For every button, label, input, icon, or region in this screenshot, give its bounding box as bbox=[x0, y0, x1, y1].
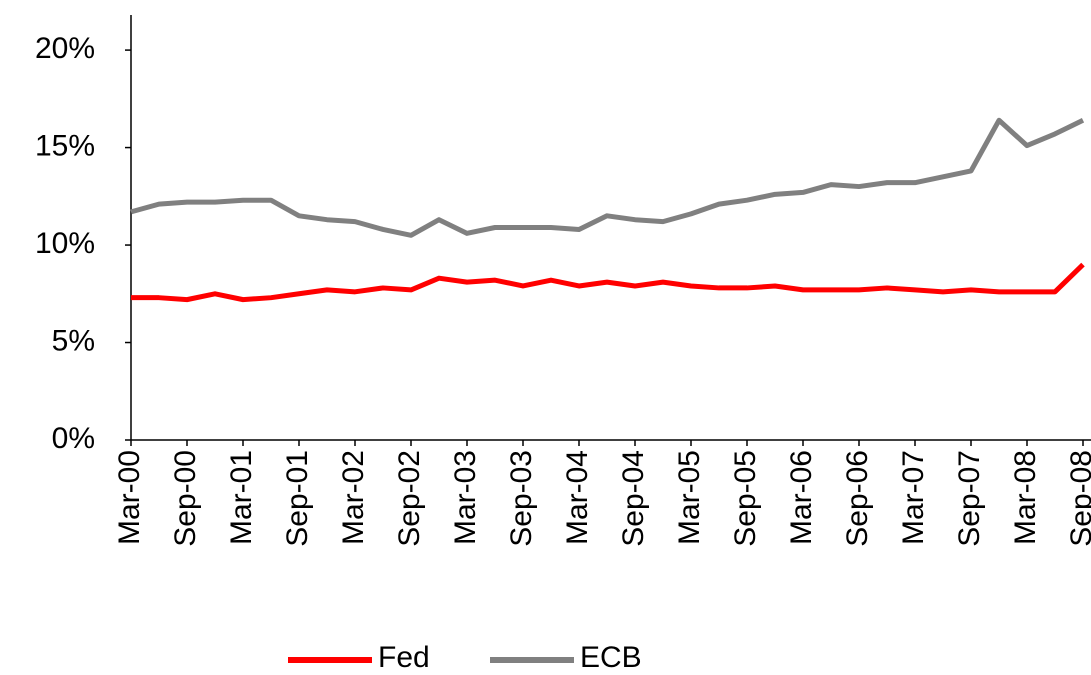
x-tick-label: Mar-07 bbox=[897, 450, 930, 545]
x-tick-label: Sep-08 bbox=[1065, 450, 1091, 547]
series-line bbox=[131, 262, 1085, 303]
x-tick-label: Sep-02 bbox=[393, 450, 426, 547]
x-tick-label: Sep-01 bbox=[281, 450, 314, 547]
x-tick-label: Mar-02 bbox=[337, 450, 370, 545]
x-tick-label: Sep-05 bbox=[729, 450, 762, 547]
x-tick-label: Sep-04 bbox=[617, 450, 650, 547]
x-tick-label: Mar-04 bbox=[561, 450, 594, 545]
x-tick-label: Mar-08 bbox=[1009, 450, 1042, 545]
x-tick-label: Sep-00 bbox=[169, 450, 202, 547]
series-line bbox=[130, 117, 1085, 238]
x-tick-label: Sep-06 bbox=[841, 450, 874, 547]
x-tick-label: Mar-01 bbox=[225, 450, 258, 545]
x-tick-label: Mar-06 bbox=[785, 450, 818, 545]
x-tick-label: Sep-07 bbox=[953, 450, 986, 547]
x-tick-label: Mar-00 bbox=[113, 450, 146, 545]
legend-label: ECB bbox=[580, 641, 642, 674]
x-tick-label: Sep-03 bbox=[505, 450, 538, 547]
x-tick-label: Mar-03 bbox=[449, 450, 482, 545]
x-tick-label: Mar-05 bbox=[673, 450, 706, 545]
y-tick-label: 20% bbox=[35, 32, 95, 65]
y-tick-label: 5% bbox=[52, 324, 95, 357]
legend-label: Fed bbox=[378, 641, 430, 674]
y-tick-label: 15% bbox=[35, 129, 95, 162]
y-tick-label: 0% bbox=[52, 422, 95, 455]
y-tick-label: 10% bbox=[35, 227, 95, 260]
